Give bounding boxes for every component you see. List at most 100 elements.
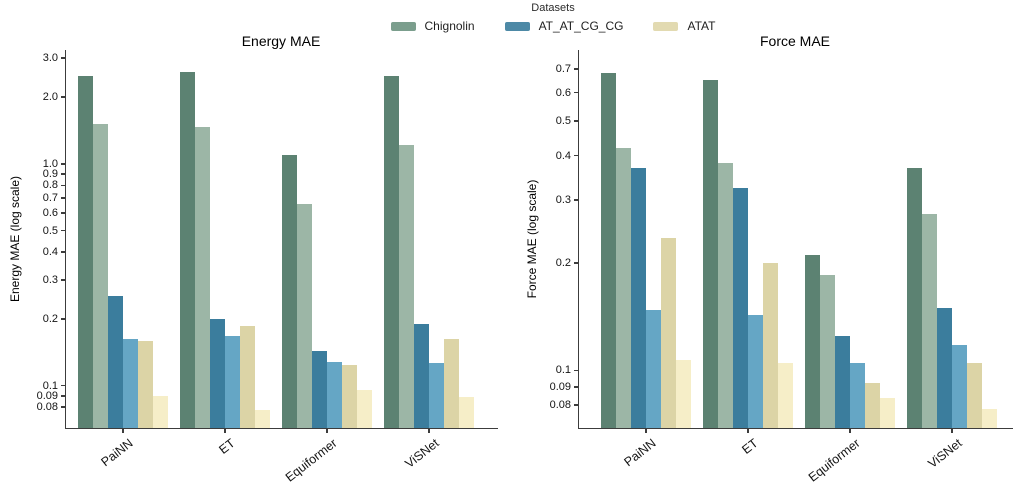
y-tick-mark xyxy=(573,369,578,372)
bar-painn-1 xyxy=(601,73,616,428)
y-tick-mark xyxy=(60,96,65,98)
x-tick-label-et: ET xyxy=(216,436,238,457)
y-tick-label: 0.5 xyxy=(555,114,571,127)
bar-equiformer-3 xyxy=(312,351,327,428)
bar-equiformer-4 xyxy=(850,362,865,428)
y-tick-mark xyxy=(60,229,65,232)
legend-item-atat: ATAT xyxy=(653,19,715,33)
y-tick-label: 0.4 xyxy=(42,246,58,259)
y-tick-label: 0.7 xyxy=(42,192,58,205)
bar-et-3 xyxy=(210,318,225,428)
bar-equiformer-6 xyxy=(880,397,895,428)
x-tick-label-equiformer: Equiformer xyxy=(282,436,340,485)
x-tick-mark xyxy=(849,428,851,433)
y-tick-mark xyxy=(573,199,578,201)
bar-et-5 xyxy=(240,326,255,428)
y-tick-mark xyxy=(60,184,65,187)
bar-equiformer-6 xyxy=(357,389,372,428)
y-tick-label: 0.2 xyxy=(42,312,58,325)
y-axis-label-force: Force MAE (log scale) xyxy=(525,179,539,299)
bar-visnet-6 xyxy=(459,396,474,428)
bar-painn-4 xyxy=(123,338,138,428)
y-tick-mark xyxy=(573,386,578,388)
x-tick-mark xyxy=(326,428,328,433)
y-tick-mark xyxy=(573,262,578,264)
bar-equiformer-1 xyxy=(805,255,820,428)
bar-visnet-5 xyxy=(967,362,982,428)
legend-item-at_at_cg_cg: AT_AT_CG_CG xyxy=(504,19,624,33)
bar-equiformer-5 xyxy=(342,365,357,428)
y-tick-label: 0.7 xyxy=(555,62,571,75)
y-tick-mark xyxy=(60,318,65,320)
y-tick-mark xyxy=(60,395,65,397)
y-tick-mark xyxy=(573,154,578,157)
bar-equiformer-1 xyxy=(282,154,297,428)
y-tick-label: 0.6 xyxy=(555,86,571,99)
bar-visnet-1 xyxy=(384,75,399,428)
bar-equiformer-2 xyxy=(820,275,835,428)
bar-painn-5 xyxy=(661,237,676,428)
y-tick-mark xyxy=(60,279,65,281)
x-tick-mark xyxy=(951,428,953,433)
x-tick-label-equiformer: Equiformer xyxy=(805,436,863,485)
x-tick-label-et: ET xyxy=(739,436,761,457)
bar-equiformer-2 xyxy=(297,203,312,428)
legend-swatch-icon xyxy=(504,21,530,31)
bar-painn-6 xyxy=(153,395,168,428)
y-tick-label: 0.1 xyxy=(42,379,58,392)
x-tick-mark xyxy=(224,428,226,433)
bar-et-6 xyxy=(778,362,793,428)
y-tick-label: 0.1 xyxy=(555,364,571,377)
y-tick-label: 0.6 xyxy=(42,207,58,220)
bar-et-4 xyxy=(748,315,763,428)
y-tick-mark xyxy=(60,384,65,387)
x-tick-label-visnet: ViSNet xyxy=(402,436,442,471)
legend-swatch-icon xyxy=(653,21,679,31)
y-tick-label: 0.4 xyxy=(555,149,571,162)
x-tick-mark xyxy=(747,428,749,433)
y-tick-mark xyxy=(60,212,65,214)
bar-painn-3 xyxy=(108,295,123,428)
chart-title-force-mae: Force MAE xyxy=(759,33,830,49)
bar-visnet-1 xyxy=(907,167,922,428)
y-tick-label: 0.5 xyxy=(42,224,58,237)
y-tick-mark xyxy=(573,120,578,122)
plot-area-force-mae: 0.7 0.6 0.5 0.4 0.3 0.2 0.1 0.09 0.08 PaiNN ET Equi… xyxy=(550,50,1013,485)
legend-label: Chignolin xyxy=(424,19,475,33)
x-tick-label-painn: PaiNN xyxy=(98,436,136,470)
bar-visnet-3 xyxy=(414,323,429,428)
chart-title-energy-mae: Energy MAE xyxy=(241,33,321,49)
y-tick-label: 3.0 xyxy=(42,52,58,64)
bar-visnet-2 xyxy=(922,213,937,428)
y-tick-mark xyxy=(60,251,65,253)
bar-visnet-5 xyxy=(444,338,459,428)
legend-label: ATAT xyxy=(687,19,716,33)
y-tick-label: 0.3 xyxy=(555,194,571,207)
y-tick-mark xyxy=(60,173,65,175)
legend-swatch-icon xyxy=(390,21,416,31)
legend-item-chignolin: Chignolin xyxy=(390,19,475,33)
y-tick-mark xyxy=(60,163,65,165)
bar-painn-6 xyxy=(676,359,691,428)
bar-et-2 xyxy=(195,126,210,428)
bar-painn-2 xyxy=(93,123,108,428)
y-tick-label: 1.0 xyxy=(42,157,58,170)
bar-painn-2 xyxy=(616,147,631,428)
y-tick-label: 0.08 xyxy=(549,399,571,412)
bar-painn-1 xyxy=(78,75,93,428)
y-tick-mark xyxy=(60,57,65,59)
y-tick-mark xyxy=(573,404,578,406)
y-tick-label: 0.8 xyxy=(42,179,58,192)
x-tick-mark xyxy=(645,428,647,433)
legend-title: Datasets xyxy=(531,2,575,14)
legend: Datasets Chignolin AT_AT_CG_CG ATAT xyxy=(390,2,715,33)
bar-visnet-4 xyxy=(429,362,444,428)
y-tick-mark xyxy=(573,68,578,70)
x-tick-label-painn: PaiNN xyxy=(621,436,659,470)
legend-label: AT_AT_CG_CG xyxy=(538,19,624,33)
bar-equiformer-3 xyxy=(835,335,850,428)
y-tick-mark xyxy=(573,91,578,94)
y-tick-label: 0.9 xyxy=(42,168,58,181)
bar-et-1 xyxy=(703,80,718,428)
